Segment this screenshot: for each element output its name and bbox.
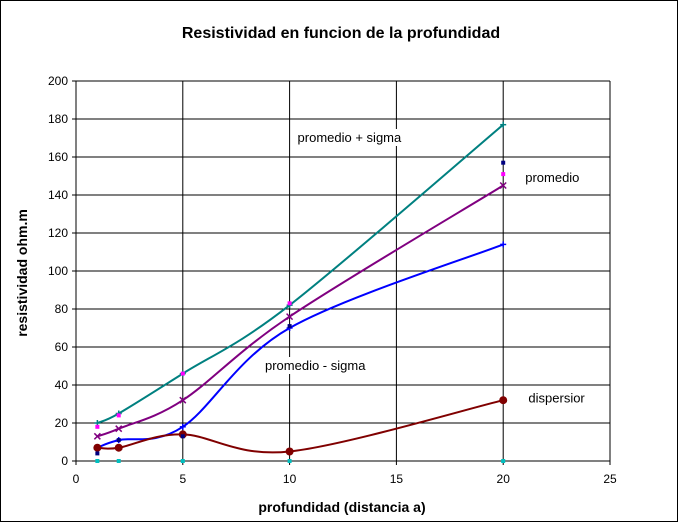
point-sigma_minus	[500, 241, 507, 248]
point-sigma_minus	[179, 423, 186, 430]
annotation-background	[522, 168, 583, 186]
x-axis-label: profundidad (distancia a)	[258, 499, 425, 515]
y-tick-label: 40	[55, 378, 69, 392]
scatter-point-1	[501, 160, 506, 165]
scatter-point-0	[501, 172, 506, 177]
point-dispersion	[114, 443, 123, 452]
point-mark-part	[115, 425, 123, 433]
x-tick-label: 0	[73, 472, 80, 486]
annotation-label: dispersior	[528, 390, 585, 405]
x-tick-label: 20	[497, 472, 511, 486]
annotation-background	[294, 129, 406, 146]
point-sigma_plus	[500, 121, 507, 128]
x-tick-label: 5	[179, 472, 186, 486]
point-mark-part	[179, 396, 187, 404]
point-dispersion	[93, 443, 102, 452]
y-tick-label: 100	[48, 264, 68, 278]
point-mark-part	[286, 313, 294, 321]
y-tick-label: 120	[48, 226, 68, 240]
point-dispersion	[499, 396, 508, 405]
point-mark-part	[93, 432, 101, 440]
point-mean	[179, 396, 187, 404]
point-mark-part	[499, 181, 507, 190]
data-markers	[93, 121, 508, 463]
y-tick-label: 0	[61, 454, 68, 468]
scatter-point-0	[287, 301, 292, 306]
scatter-point-2	[180, 459, 185, 463]
x-tick-label: 10	[283, 472, 297, 486]
y-axis-label: resistividad ohm.m	[14, 209, 30, 337]
point-mean	[93, 432, 101, 440]
y-tick-label: 200	[48, 74, 68, 88]
scatter-point-0	[180, 371, 185, 376]
scatter-point-2	[116, 459, 121, 463]
y-tick-label: 180	[48, 112, 68, 126]
chart-title: Resistividad en funcion de la profundida…	[182, 25, 500, 42]
axes	[72, 80, 611, 465]
annotation-background	[262, 357, 370, 374]
point-mean	[499, 181, 507, 190]
annotation-label: promedio - sigma	[265, 358, 366, 373]
scatter-point-1	[95, 451, 100, 456]
point-mean	[286, 313, 294, 321]
grid-lines	[76, 80, 611, 461]
point-mean	[115, 425, 123, 433]
scatter-point-2	[95, 459, 100, 463]
scatter-point-1	[287, 324, 292, 329]
x-tick-label: 25	[603, 472, 617, 486]
y-tick-label: 140	[48, 188, 68, 202]
tick-labels: 0 20 40 60 80 100 120 140 160 180 200 0 5 10 15 20 25	[48, 74, 617, 486]
annotation-label: promedio	[525, 170, 579, 185]
y-tick-label: 80	[55, 302, 69, 316]
scatter-point-1	[116, 438, 121, 443]
x-tick-label: 15	[390, 472, 404, 486]
scatter-point-2	[501, 459, 506, 463]
scatter-point-0	[116, 413, 121, 418]
y-tick-label: 160	[48, 150, 68, 164]
scatter-point-1	[180, 434, 185, 439]
annotation-label: promedio + sigma	[298, 130, 402, 145]
scatter-point-0	[95, 424, 100, 429]
y-tick-label: 60	[55, 340, 69, 354]
annotation-background	[525, 389, 589, 407]
point-dispersion	[285, 447, 294, 456]
scatter-point-2	[287, 459, 292, 463]
annotations: promedio + sigma promedio promedio - sigma…	[262, 129, 589, 407]
y-tick-label: 20	[55, 416, 69, 430]
